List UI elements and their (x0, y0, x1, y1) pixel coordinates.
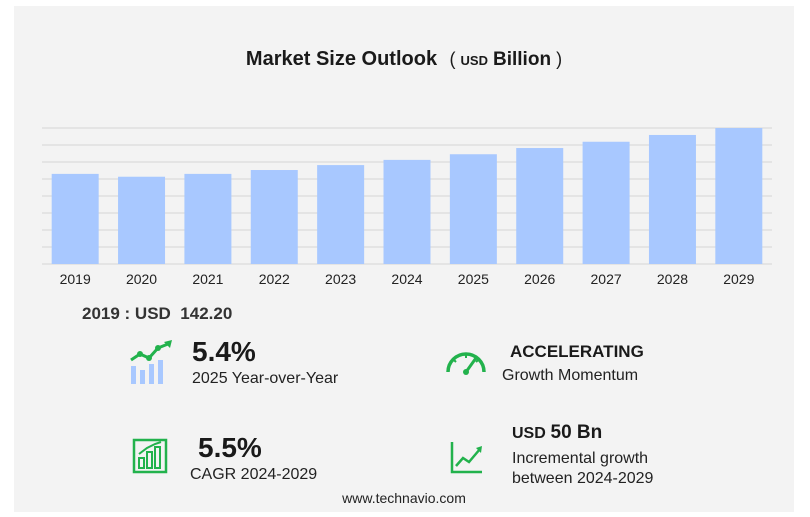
bar-2019 (51, 173, 99, 264)
bar-2025 (449, 154, 497, 264)
chart-title-text: Market Size Outlook (245, 48, 438, 70)
kpi-incremental-prefix: USD (512, 425, 546, 442)
x-tick-label: 2026 (524, 271, 555, 287)
x-tick-label: 2022 (259, 271, 290, 287)
bar-2020 (118, 176, 166, 264)
kpi-yoy-value: 5.4% (192, 336, 256, 367)
chart-title: Market Size Outlook ( USD Billion ) (14, 48, 794, 71)
bar-chart: 2019 2020 2021 2022 2023 2024 2025 2026 2027 2028… (42, 127, 772, 287)
kpi-momentum: ACCELERATING Growth Momentum (502, 342, 644, 385)
kpi-incremental-value: 50 Bn (550, 422, 603, 443)
kpi-incremental-caption-2: between 2024-2029 (512, 470, 654, 487)
x-tick-label: 2024 (391, 271, 422, 287)
bar-2024 (383, 159, 431, 264)
kpi-cagr-caption: CAGR 2024-2029 (190, 466, 318, 483)
unit-prefix: USD (460, 53, 488, 68)
bar-2021 (184, 173, 232, 264)
base-year-label: 2019 : USD (82, 304, 171, 323)
kpi-yoy: 5.4% 2025 Year-over-Year (192, 336, 338, 388)
bar-2027 (582, 141, 630, 264)
kpi-cagr-value: 5.5% (198, 432, 262, 463)
growth-chart-icon (130, 340, 172, 384)
chart-card: Market Size Outlook ( USD Billion ) 2019… (14, 6, 794, 512)
kpi-momentum-caption: Growth Momentum (502, 367, 639, 384)
footer-source: www.technavio.com (342, 490, 466, 506)
x-tick-label: 2028 (657, 271, 688, 287)
kpi-incremental-caption-1: Incremental growth (512, 450, 649, 467)
base-year-value: 2019 : USD 142.20 (82, 304, 232, 324)
x-tick-label: 2021 (192, 271, 223, 287)
speedometer-icon (446, 352, 486, 375)
bar-2022 (250, 170, 298, 264)
x-tick-label: 2023 (325, 271, 356, 287)
kpi-incremental: USD 50 Bn Incremental growth between 202… (512, 422, 653, 488)
x-tick-label: 2025 (458, 271, 489, 287)
kpi-momentum-value: ACCELERATING (510, 342, 644, 361)
bar-2029 (715, 128, 763, 264)
bar-2023 (317, 165, 365, 264)
bar-chart-icon (132, 438, 168, 474)
x-tick-label: 2029 (723, 271, 754, 287)
kpi-yoy-caption: 2025 Year-over-Year (192, 370, 339, 387)
x-tick-label: 2019 (60, 271, 91, 287)
unit-suffix: Billion (493, 49, 552, 70)
x-tick-label: 2020 (126, 271, 157, 287)
trend-line-icon (450, 442, 482, 474)
kpi-cagr: 5.5% CAGR 2024-2029 (190, 432, 317, 484)
kpi-incremental-value-line: USD 50 Bn (512, 422, 653, 444)
x-tick-label: 2027 (591, 271, 622, 287)
base-year-number: 142.20 (180, 304, 233, 323)
bar-2028 (648, 134, 696, 264)
chart-unit: ( USD Billion ) (449, 49, 563, 70)
bar-2026 (516, 148, 564, 264)
